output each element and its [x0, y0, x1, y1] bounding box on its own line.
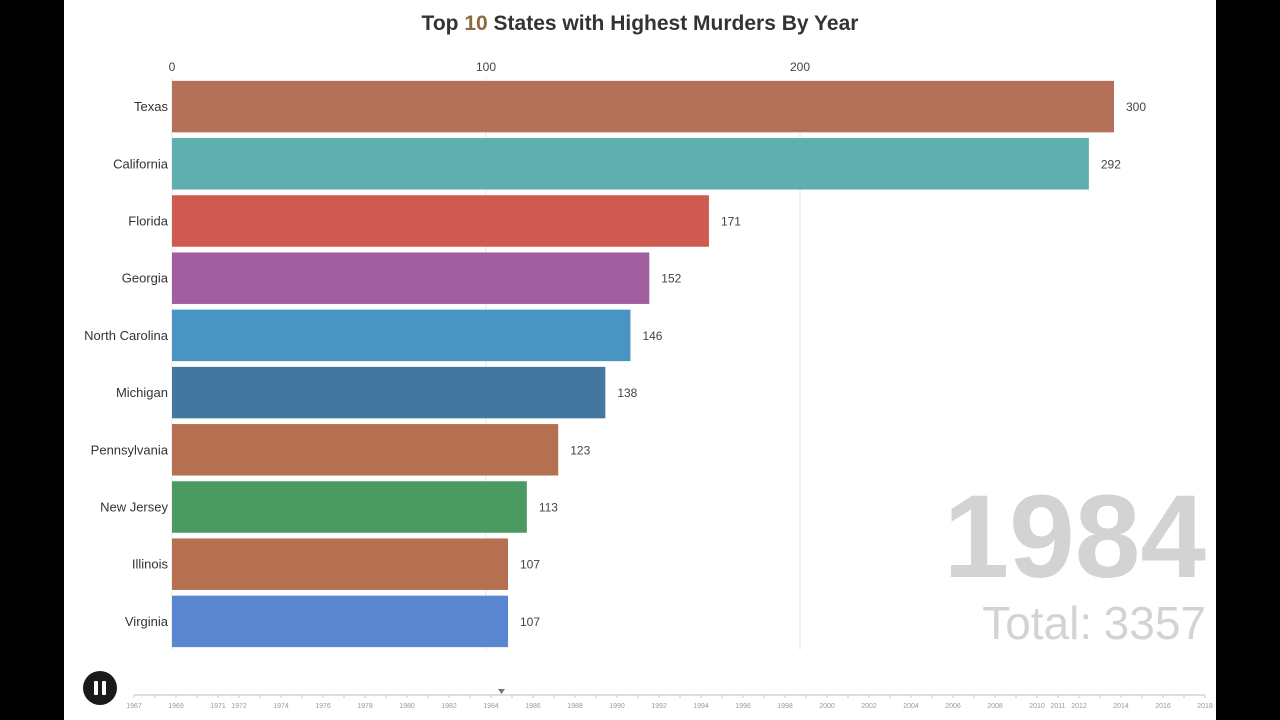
value-label: 113: [539, 501, 558, 515]
timeline-year-label: 1971: [210, 703, 226, 710]
timeline-year-label: 1992: [651, 703, 667, 710]
category-label: North Carolina: [84, 328, 169, 343]
bar: [172, 367, 605, 418]
timeline-year-label: 2014: [1113, 703, 1129, 710]
bar: [172, 195, 709, 246]
total-label: Total: 3357: [982, 600, 1206, 646]
value-label: 300: [1126, 100, 1146, 114]
bar: [172, 310, 630, 361]
timeline-year-label: 1976: [315, 703, 331, 710]
total-label-text: Total:: [982, 597, 1092, 649]
x-tick-label: 100: [476, 60, 496, 74]
timeline-year-label: 1974: [273, 703, 289, 710]
value-label: 292: [1101, 157, 1121, 171]
category-label: Pennsylvania: [91, 442, 169, 457]
value-label: 146: [642, 329, 662, 343]
value-label: 138: [617, 386, 637, 400]
value-label: 123: [570, 443, 590, 457]
x-tick-label: 200: [790, 60, 810, 74]
x-tick-label: 0: [169, 60, 176, 74]
timeline-year-label: 1980: [399, 703, 415, 710]
timeline-year-label: 2008: [987, 703, 1003, 710]
chart-panel: Top 10 States with Highest Murders By Ye…: [64, 0, 1216, 720]
year-timeline-slider[interactable]: 1967 1969 1971 1972 1974 1976 1978 1980 1982 1984…: [64, 680, 1216, 720]
bar: [172, 481, 527, 532]
bar: [172, 596, 508, 647]
timeline-year-label: 1996: [735, 703, 751, 710]
timeline-year-label: 1969: [168, 703, 184, 710]
bar: [172, 138, 1089, 189]
value-label: 171: [721, 215, 741, 229]
category-label: Florida: [128, 214, 169, 229]
timeline-year-label: 1994: [693, 703, 709, 710]
bar: [172, 252, 649, 303]
timeline-year-label: 1984: [483, 703, 499, 710]
timeline-year-label: 2011: [1050, 703, 1065, 710]
timeline-year-label: 2010: [1029, 703, 1045, 710]
timeline-year-label: 1978: [357, 703, 373, 710]
timeline-year-label: 2000: [819, 703, 835, 710]
bar: [172, 424, 558, 475]
timeline-year-label: 2018: [1197, 703, 1213, 710]
category-label: Illinois: [132, 557, 169, 572]
timeline-year-label: 1990: [609, 703, 625, 710]
value-label: 107: [520, 615, 540, 629]
timeline-year-label: 2002: [861, 703, 877, 710]
category-label: Georgia: [122, 271, 169, 286]
timeline-year-label: 2012: [1071, 703, 1087, 710]
bar: [172, 81, 1114, 132]
timeline-year-label: 1967: [126, 703, 142, 710]
total-value: 3357: [1104, 597, 1206, 649]
current-year-label: 1984: [943, 478, 1206, 596]
timeline-year-label: 1982: [441, 703, 457, 710]
category-label: New Jersey: [100, 500, 168, 515]
category-label: Virginia: [125, 614, 169, 629]
value-label: 152: [661, 272, 681, 286]
bar: [172, 538, 508, 589]
value-label: 107: [520, 558, 540, 572]
category-label: Michigan: [116, 385, 168, 400]
category-label: California: [113, 156, 169, 171]
timeline-year-label: 1972: [231, 703, 247, 710]
timeline-year-label: 1986: [525, 703, 541, 710]
timeline-year-label: 2006: [945, 703, 961, 710]
category-label: Texas: [134, 99, 168, 114]
timeline-year-label: 1988: [567, 703, 583, 710]
timeline-handle[interactable]: [498, 689, 505, 694]
timeline-year-label: 1998: [777, 703, 793, 710]
timeline-year-label: 2016: [1155, 703, 1171, 710]
timeline-year-label: 2004: [903, 703, 919, 710]
